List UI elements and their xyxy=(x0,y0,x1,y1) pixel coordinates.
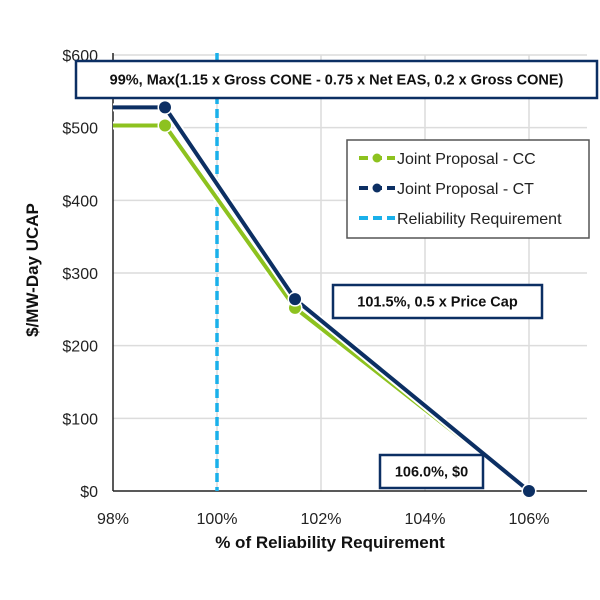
x-tick-label: 100% xyxy=(197,511,238,528)
axes xyxy=(112,53,587,492)
y-tick-label: $200 xyxy=(62,339,98,356)
y-tick-label: $400 xyxy=(62,193,98,210)
x-tick-label: 104% xyxy=(405,511,446,528)
data-point-ct xyxy=(159,101,171,114)
legend-marker xyxy=(372,183,382,193)
series-line-ct xyxy=(113,105,531,493)
gridlines xyxy=(113,54,587,491)
data-point-ct xyxy=(289,293,301,306)
x-tick-labels: 98% 100% 102% 104% 106% xyxy=(97,511,549,528)
y-tick-label: $500 xyxy=(62,121,98,138)
x-tick-label: 98% xyxy=(97,511,129,528)
legend-label: Reliability Requirement xyxy=(397,211,562,228)
annotation-box xyxy=(378,453,485,490)
y-tick-label: $300 xyxy=(62,266,98,283)
data-point-ct xyxy=(523,485,535,497)
x-tick-label: 102% xyxy=(301,511,342,528)
x-axis-title: % of Reliability Requirement xyxy=(215,533,445,552)
annotation-box xyxy=(74,59,599,100)
data-point-cc xyxy=(159,119,171,132)
legend-marker xyxy=(372,153,382,163)
y-tick-label: $100 xyxy=(62,411,98,428)
annotation-label: 106.0%, $0 xyxy=(395,465,468,481)
legend-label: Joint Proposal - CC xyxy=(397,151,536,168)
annotation-box xyxy=(331,283,544,320)
y-tick-label: $0 xyxy=(80,484,98,501)
y-axis-title: $/MW-Day UCAP xyxy=(23,203,42,337)
annotation-label: 99%, Max(1.15 x Gross CONE - 0.75 x Net … xyxy=(110,73,564,89)
annotations: 99%, Max(1.15 x Gross CONE - 0.75 x Net … xyxy=(74,59,599,490)
legend-label: Joint Proposal - CT xyxy=(397,181,534,198)
x-tick-label: 106% xyxy=(509,511,550,528)
series-lines xyxy=(113,99,537,499)
legend: Joint Proposal - CC Joint Proposal - CT Re… xyxy=(346,139,590,239)
annotation-label: 101.5%, 0.5 x Price Cap xyxy=(357,295,518,311)
y-tick-labels: $0$100$200$300$400$500$600 xyxy=(62,48,98,501)
